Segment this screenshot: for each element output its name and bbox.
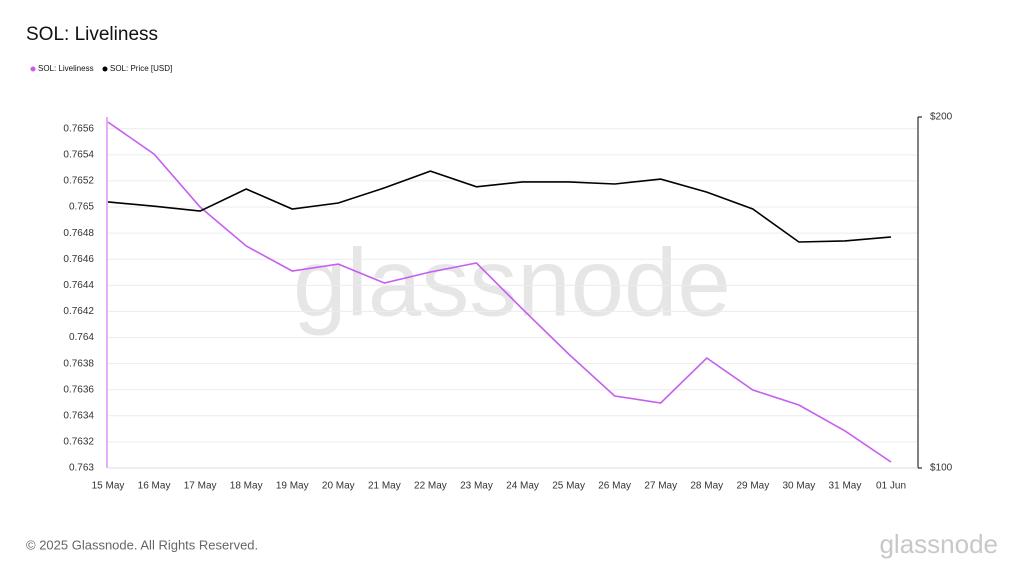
legend-label: SOL: Liveliness — [38, 64, 94, 73]
x-tick-label: 27 May — [644, 481, 677, 492]
x-tick-label: 17 May — [184, 481, 217, 492]
x-tick-label: 24 May — [506, 481, 539, 492]
y-tick-label: 0.7638 — [63, 358, 94, 369]
series-line — [107, 170, 892, 243]
y-tick-label: 0.7652 — [63, 176, 94, 187]
x-tick-label: 18 May — [230, 481, 263, 492]
y-tick-label: 0.7656 — [63, 123, 94, 134]
x-tick-label: 22 May — [414, 481, 447, 492]
y2-tick-label: $200 — [930, 112, 953, 123]
y-tick-label: 0.7644 — [63, 280, 94, 291]
x-tick-label: 30 May — [783, 481, 816, 492]
y-tick-label: 0.7634 — [63, 410, 94, 421]
y-tick-label: 0.7636 — [63, 384, 94, 395]
watermark: glassnode — [293, 229, 731, 336]
x-tick-label: 20 May — [322, 481, 355, 492]
y2-tick-label: $100 — [930, 463, 953, 474]
legend-marker — [30, 66, 36, 72]
x-tick-label: 29 May — [736, 481, 769, 492]
x-tick-label: 28 May — [690, 481, 723, 492]
y-tick-label: 0.7646 — [63, 254, 94, 265]
legend-marker — [102, 66, 108, 72]
y-tick-label: 0.7654 — [63, 149, 94, 160]
x-tick-label: 16 May — [138, 481, 171, 492]
y-tick-label: 0.765 — [69, 202, 94, 213]
y-tick-label: 0.7642 — [63, 306, 94, 317]
x-tick-label: 21 May — [368, 481, 401, 492]
x-tick-label: 19 May — [276, 481, 309, 492]
x-tick-label: 23 May — [460, 481, 493, 492]
series-line — [107, 121, 892, 463]
x-tick-label: 01 Jun — [876, 481, 906, 492]
legend-label: SOL: Price [USD] — [110, 64, 172, 73]
chart-title: SOL: Liveliness — [26, 24, 158, 45]
x-tick-label: 25 May — [552, 481, 585, 492]
y-tick-label: 0.764 — [69, 332, 94, 343]
x-tick-label: 15 May — [92, 481, 125, 492]
x-tick-label: 26 May — [598, 481, 631, 492]
y-tick-label: 0.7648 — [63, 228, 94, 239]
x-tick-label: 31 May — [829, 481, 862, 492]
y-tick-label: 0.763 — [69, 463, 94, 474]
footer: © 2025 Glassnode. All Rights Reserved. — [26, 537, 258, 552]
y-tick-label: 0.7632 — [63, 437, 94, 448]
logo: glassnode — [879, 529, 998, 559]
